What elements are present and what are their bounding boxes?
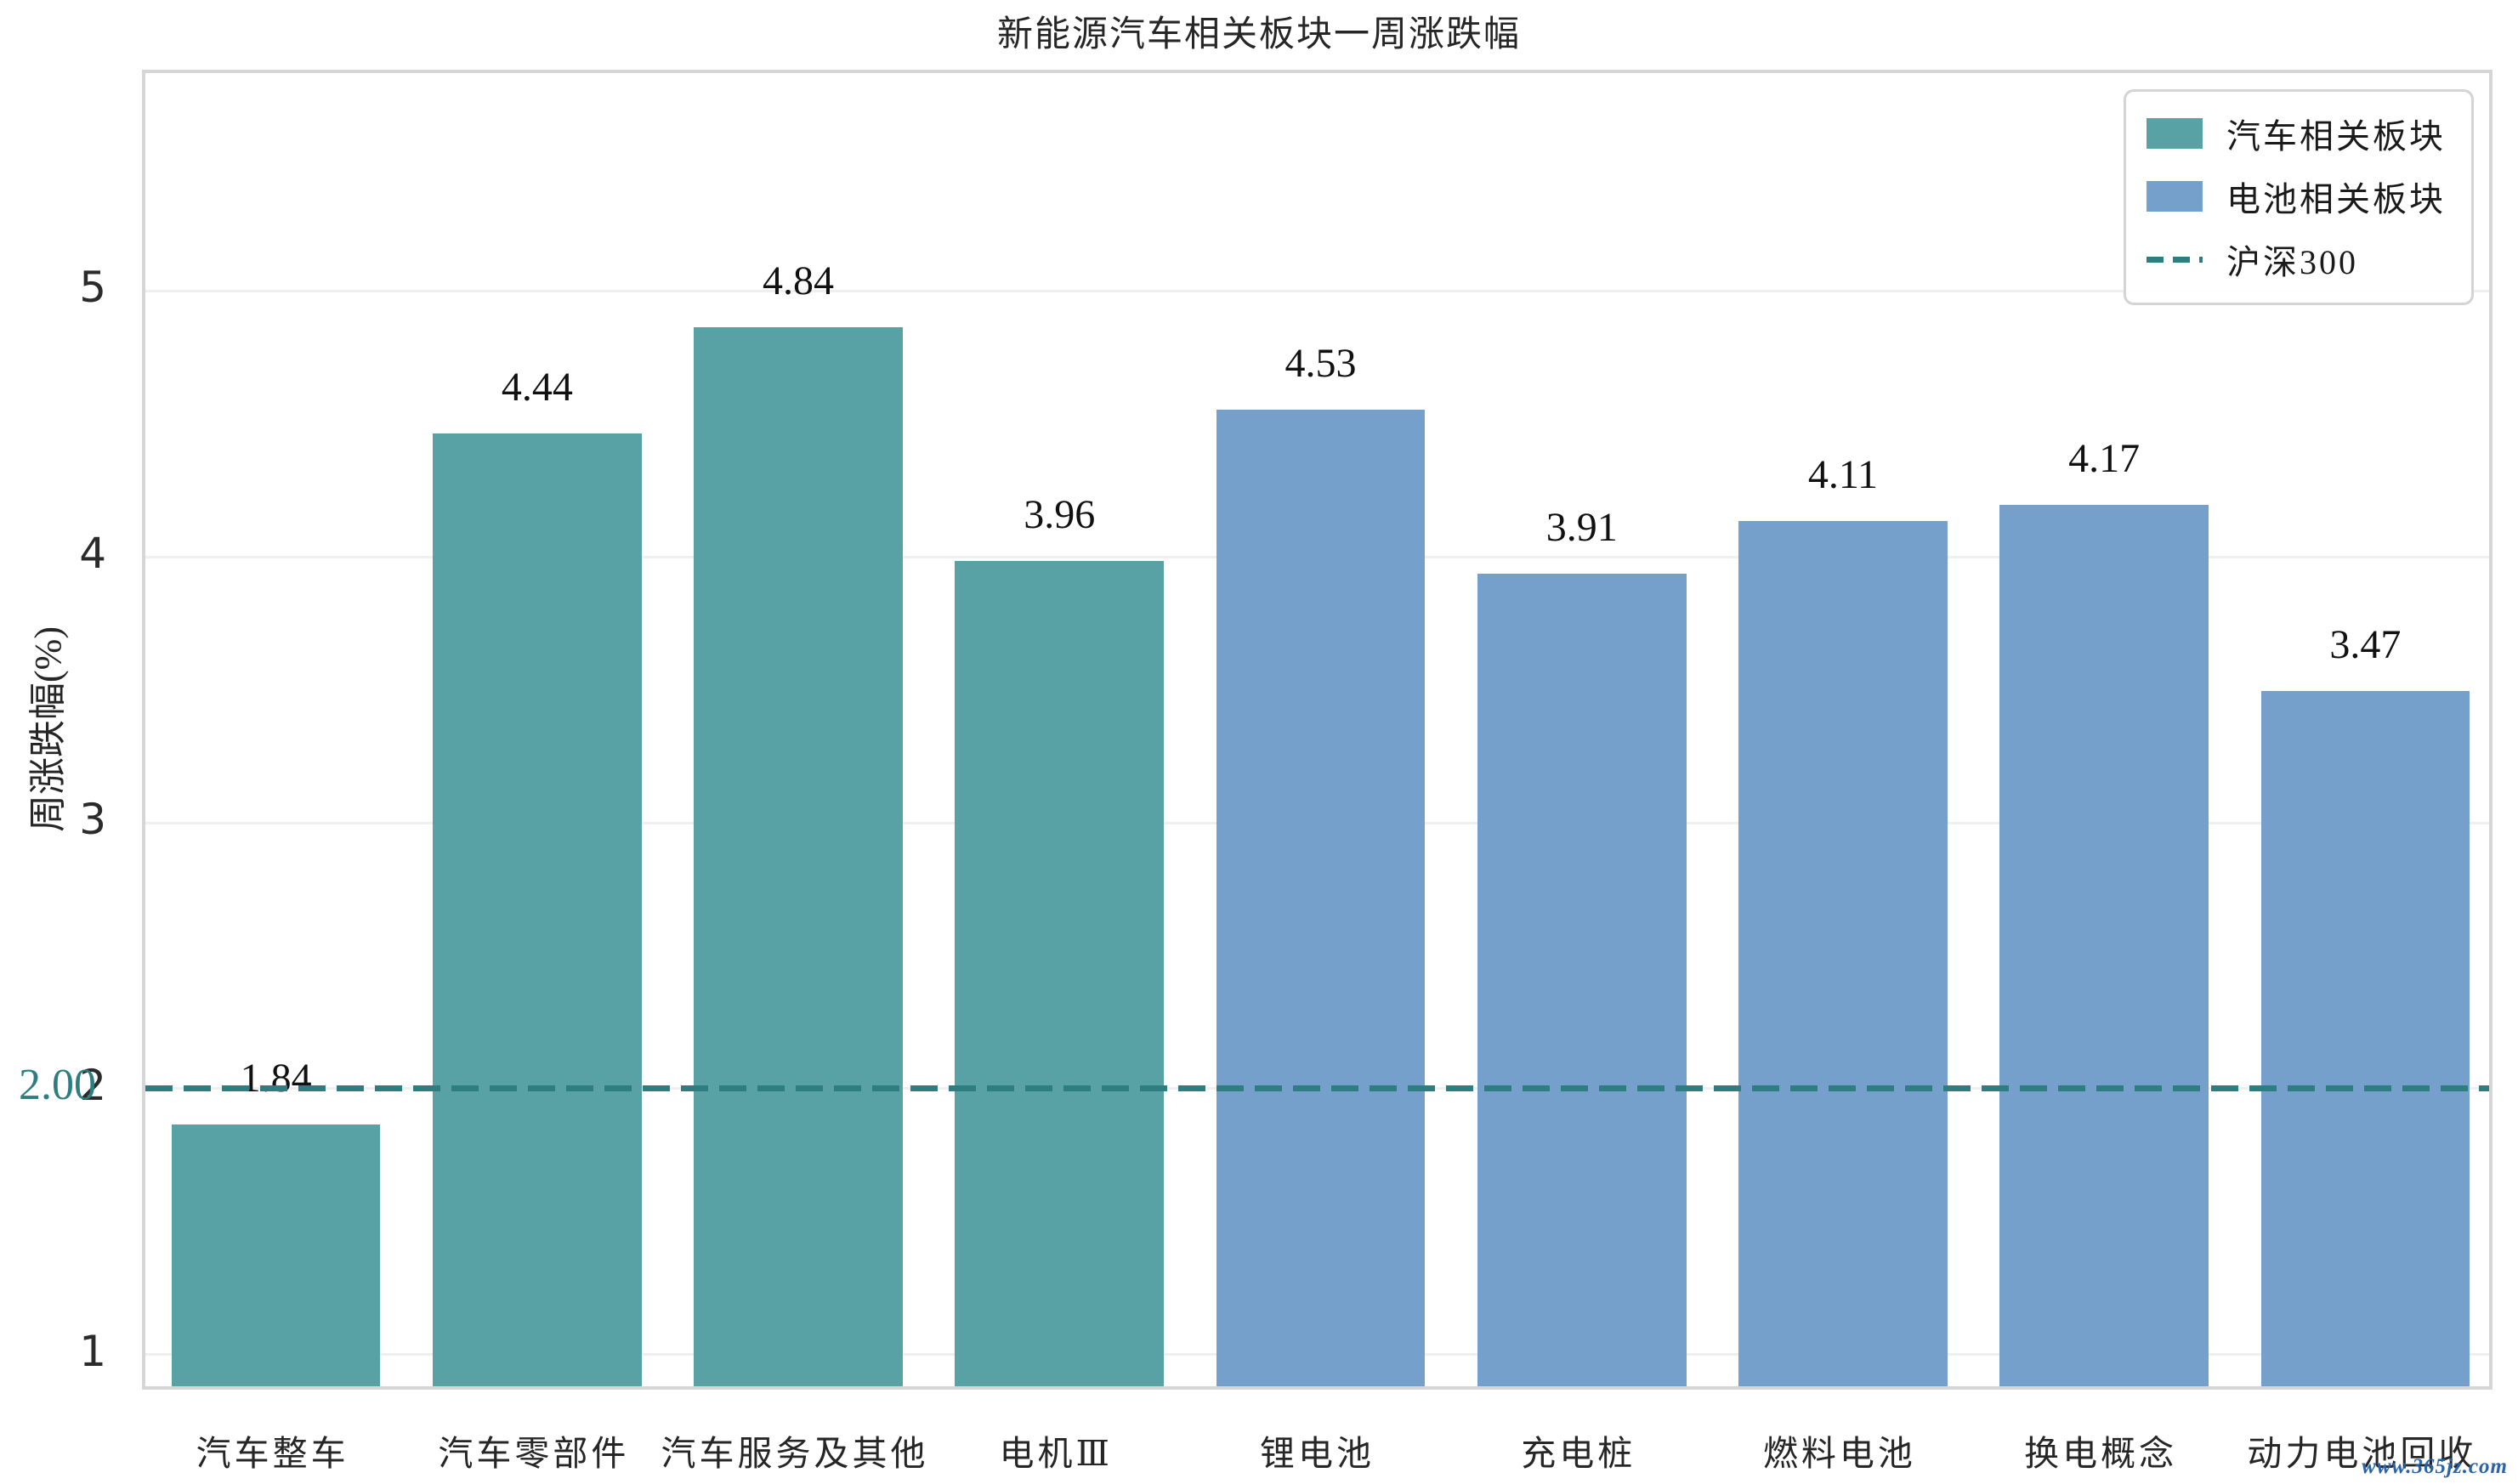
benchmark-line xyxy=(145,1085,2489,1092)
chart-title: 新能源汽车相关板块一周涨跌幅 xyxy=(996,15,1521,54)
y-tick-label: 4 xyxy=(79,529,106,579)
y-tick-label: 3 xyxy=(79,795,106,845)
benchmark-value-annotation: 2.00 xyxy=(19,1060,96,1109)
bar xyxy=(2260,691,2470,1386)
bar xyxy=(1216,409,1426,1386)
y-tick-label: 5 xyxy=(79,263,106,313)
bar xyxy=(171,1124,381,1386)
x-tick-label: 汽车服务及其他 xyxy=(661,1434,929,1473)
legend-label-benchmark: 沪深300 xyxy=(2226,243,2358,281)
bar-value-label: 4.84 xyxy=(763,258,835,303)
auto-sector-swatch xyxy=(2147,118,2203,149)
x-tick-label: 电机Ⅲ xyxy=(999,1434,1114,1473)
plot-area: 1.84 4.44 4.84 3.96 4.53 3.91 4.11 4.17 3.47 汽车相… xyxy=(142,70,2492,1390)
bar xyxy=(1999,505,2209,1386)
bar xyxy=(1738,520,1948,1386)
bar-value-label: 4.11 xyxy=(1807,451,1879,497)
legend-label-battery-sector: 电池相关板块 xyxy=(2226,180,2446,218)
watermark: www.365jz.com xyxy=(2362,1455,2508,1478)
x-tick-label: 换电概念 xyxy=(2024,1434,2178,1473)
y-tick-label: 1 xyxy=(79,1326,106,1376)
bar-value-label: 4.53 xyxy=(1285,340,1357,386)
x-tick-label: 锂电池 xyxy=(1260,1434,1375,1473)
gridline xyxy=(145,289,2489,292)
x-tick-label: 汽车零部件 xyxy=(438,1434,630,1473)
x-tick-label: 充电桩 xyxy=(1521,1434,1636,1473)
bar xyxy=(432,433,642,1386)
battery-sector-swatch xyxy=(2147,181,2203,212)
x-tick-label: 燃料电池 xyxy=(1762,1434,1916,1473)
bar xyxy=(955,560,1165,1386)
bar xyxy=(1477,574,1687,1386)
bar-value-label: 4.17 xyxy=(2068,436,2141,482)
legend: 汽车相关板块 电池相关板块 沪深300 xyxy=(2124,89,2474,305)
benchmark-dash-swatch xyxy=(2147,256,2203,263)
y-tick-label: 2 xyxy=(79,1060,106,1110)
bar xyxy=(694,326,903,1386)
bar-value-label: 3.91 xyxy=(1545,505,1618,551)
bar-value-label: 3.47 xyxy=(2329,622,2402,668)
x-tick-label: 汽车整车 xyxy=(196,1434,349,1473)
bar-value-label: 1.84 xyxy=(240,1055,312,1101)
legend-label-auto-sector: 汽车相关板块 xyxy=(2226,117,2446,156)
legend-row-auto-sector: 汽车相关板块 xyxy=(2147,109,2446,158)
bar-value-label: 4.44 xyxy=(501,364,573,410)
legend-row-benchmark: 沪深300 xyxy=(2147,235,2446,284)
bar-value-label: 3.96 xyxy=(1024,491,1096,537)
x-tick-label: 动力电池回收 xyxy=(2247,1434,2477,1473)
legend-row-battery-sector: 电池相关板块 xyxy=(2147,172,2446,221)
